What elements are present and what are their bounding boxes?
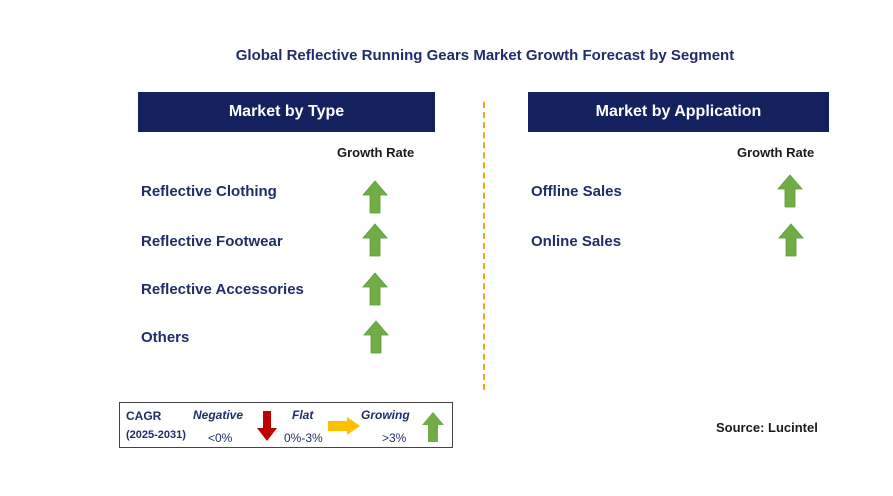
type-item-reflective-footwear: Reflective Footwear [141, 233, 283, 250]
down-arrow-icon [257, 411, 277, 441]
page-title: Global Reflective Running Gears Market G… [235, 47, 735, 64]
application-item-online-sales: Online Sales [531, 233, 622, 250]
legend-negative-label: Negative [193, 408, 244, 422]
up-arrow-icon [422, 412, 444, 442]
market-by-type-header: Market by Type [138, 92, 435, 132]
right-arrow-icon [328, 417, 360, 435]
up-arrow-icon [363, 320, 389, 354]
up-arrow-icon [778, 223, 804, 257]
up-arrow-icon [362, 180, 388, 214]
type-item-reflective-accessories: Reflective Accessories [141, 281, 304, 298]
source-label: Source: Lucintel [716, 420, 818, 435]
legend-flat-range: 0%-3% [284, 431, 323, 445]
type-item-reflective-clothing: Reflective Clothing [141, 183, 277, 200]
legend-negative-range: <0% [208, 431, 233, 445]
cagr-legend: CAGR (2025-2031) Negative <0% Flat 0%-3%… [119, 402, 453, 448]
legend-flat-label: Flat [292, 408, 314, 422]
type-growth-rate-label: Growth Rate [337, 145, 415, 160]
legend-period: (2025-2031) [126, 429, 186, 441]
up-arrow-icon [362, 272, 388, 306]
legend-growing-label: Growing [361, 408, 410, 422]
legend-growing-range: >3% [382, 431, 407, 445]
up-arrow-icon [777, 174, 803, 208]
panel-divider [483, 102, 485, 390]
legend-cagr-label: CAGR [126, 409, 162, 423]
application-item-offline-sales: Offline Sales [531, 183, 622, 200]
application-growth-rate-label: Growth Rate [737, 145, 815, 160]
type-item-others: Others [141, 329, 190, 346]
up-arrow-icon [362, 223, 388, 257]
market-by-application-header: Market by Application [528, 92, 829, 132]
